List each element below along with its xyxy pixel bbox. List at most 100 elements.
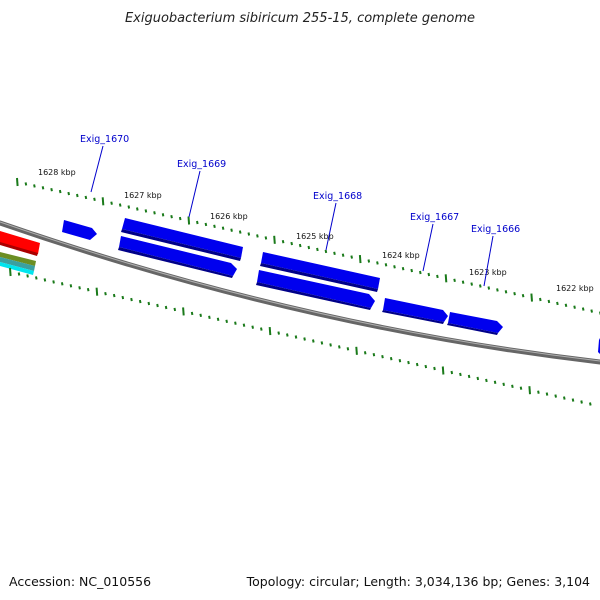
- tick-mark: [333, 251, 336, 255]
- tick-mark: [367, 259, 371, 263]
- tick-mark: [182, 307, 185, 316]
- tick-mark: [450, 370, 454, 375]
- tick-mark: [196, 220, 199, 225]
- tick-mark: [441, 366, 445, 375]
- tick-mark: [281, 240, 285, 244]
- tick-mark: [580, 400, 583, 404]
- tick-mark: [537, 390, 540, 394]
- tick-mark: [130, 297, 133, 302]
- red-feature: [0, 231, 40, 254]
- tick-mark: [316, 247, 319, 252]
- gene-label[interactable]: Exig_1666: [471, 224, 520, 235]
- tick-mark: [554, 394, 557, 398]
- gene-arrow[interactable]: [261, 252, 380, 289]
- tick-mark: [16, 177, 19, 187]
- tick-mark: [307, 245, 311, 250]
- gene-arrows: [62, 218, 600, 354]
- gene-arrow[interactable]: [119, 236, 237, 276]
- tick-mark: [346, 347, 350, 351]
- tick-mark: [427, 272, 431, 277]
- tick-mark: [398, 359, 402, 363]
- tick-mark: [50, 188, 53, 192]
- gene-arrow[interactable]: [448, 312, 503, 333]
- gene-arrow-shade: [121, 229, 241, 261]
- tick-mark: [17, 272, 21, 276]
- tick-mark: [9, 267, 12, 277]
- tick-mark: [521, 294, 525, 298]
- tick-mark: [26, 274, 29, 278]
- tick-mark: [496, 288, 499, 292]
- green-feature: [0, 252, 36, 266]
- tick-mark: [485, 378, 488, 383]
- gene-label[interactable]: Exig_1668: [313, 191, 362, 202]
- tick-mark: [268, 327, 272, 336]
- genome-summary-text: Topology: circular; Length: 3,034,136 bp…: [246, 574, 590, 589]
- tick-mark: [144, 209, 148, 213]
- tick-mark: [260, 327, 263, 331]
- tick-mark: [208, 315, 211, 319]
- tick-mark: [225, 319, 228, 323]
- tick-mark: [556, 301, 559, 306]
- kbp-label: 1622 kbp: [556, 284, 594, 293]
- tick-mark: [459, 372, 462, 377]
- gene-arrow[interactable]: [62, 220, 97, 240]
- gene-arrow[interactable]: [257, 270, 375, 308]
- gene-label[interactable]: Exig_1669: [177, 159, 226, 170]
- tick-mark: [247, 232, 251, 236]
- tick-mark: [461, 280, 465, 284]
- tick-mark: [372, 353, 376, 357]
- tick-mark: [453, 278, 456, 282]
- tick-mark: [104, 292, 107, 296]
- tick-mark: [164, 305, 168, 310]
- tick-mark: [52, 280, 55, 284]
- tick-mark: [170, 215, 173, 219]
- tick-mark: [563, 396, 566, 400]
- tick-mark: [213, 224, 216, 228]
- tick-mark: [528, 386, 531, 395]
- tick-mark: [530, 293, 533, 302]
- tick-mark: [341, 253, 345, 257]
- gene-label-lines: [90, 145, 494, 287]
- tick-mark: [571, 398, 575, 402]
- tick-mark: [539, 297, 542, 302]
- tick-mark: [190, 311, 194, 316]
- tick-mark: [389, 357, 393, 361]
- tick-mark: [573, 305, 576, 309]
- tick-mark: [511, 384, 514, 388]
- gene-arrow[interactable]: [383, 298, 448, 322]
- genome-backbone-highlight: [0, 221, 600, 362]
- gene-arrow[interactable]: [122, 218, 243, 258]
- tick-mark: [67, 191, 70, 196]
- tick-mark: [187, 216, 191, 225]
- tick-mark: [358, 255, 362, 264]
- gene-label[interactable]: Exig_1667: [410, 212, 459, 223]
- tick-mark: [419, 270, 422, 275]
- tick-mark: [35, 276, 38, 280]
- teal-feature: [0, 257, 35, 271]
- tick-mark: [277, 331, 280, 335]
- kbp-ticks-inner: [9, 267, 592, 406]
- gene-label[interactable]: Exig_1670: [80, 134, 129, 145]
- tick-mark: [545, 392, 549, 396]
- tick-mark: [581, 307, 585, 311]
- tick-mark: [156, 303, 159, 308]
- tick-mark: [290, 241, 293, 246]
- gene-arrow-shade: [256, 282, 371, 310]
- tick-mark: [84, 195, 88, 200]
- tick-mark: [384, 263, 388, 267]
- tick-mark: [401, 267, 405, 271]
- tick-mark: [60, 282, 64, 286]
- tick-mark: [286, 333, 289, 337]
- tick-mark: [93, 197, 96, 201]
- tick-mark: [487, 286, 491, 290]
- tick-mark: [238, 230, 242, 234]
- tick-mark: [519, 386, 523, 390]
- tick-mark: [350, 255, 353, 259]
- tick-mark: [415, 362, 419, 367]
- tick-mark: [138, 299, 142, 304]
- tick-mark: [86, 288, 90, 292]
- tick-mark: [407, 360, 410, 365]
- tick-mark: [221, 226, 225, 230]
- tick-mark: [118, 203, 122, 207]
